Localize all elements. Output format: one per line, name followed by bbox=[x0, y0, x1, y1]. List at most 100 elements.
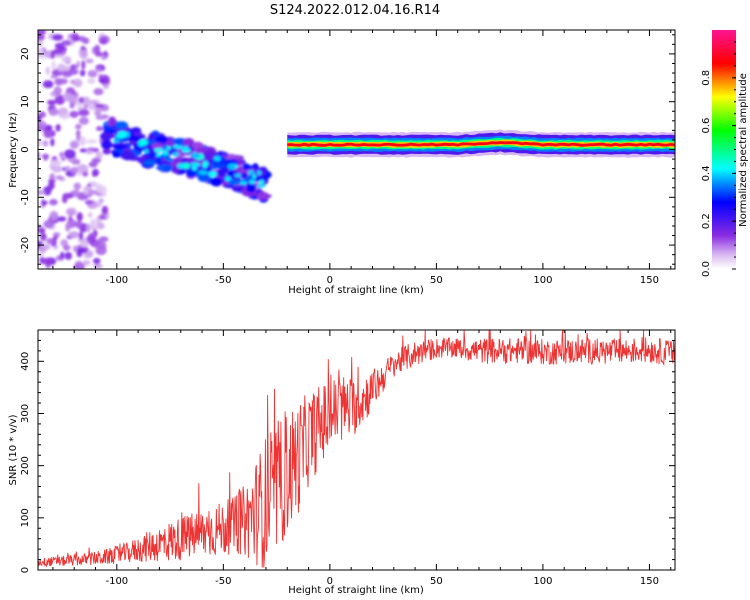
spectrogram-cell bbox=[42, 140, 49, 147]
spectrogram-cell bbox=[46, 99, 57, 106]
spectrogram-cell bbox=[227, 179, 241, 186]
spectrogram-cell bbox=[226, 153, 236, 160]
snr-x-axis: -100 -50 0 50 100 150 bbox=[52, 330, 672, 587]
spectrogram-cell bbox=[68, 216, 73, 221]
spectrogram-cell bbox=[93, 103, 105, 108]
spectrogram-cell bbox=[190, 152, 201, 158]
spectrogram-cell bbox=[87, 103, 96, 109]
spectrogram-cell bbox=[76, 164, 89, 173]
spectrogram-cell bbox=[95, 115, 105, 120]
spectrogram-cell bbox=[99, 39, 108, 45]
spectrogram-cell bbox=[72, 245, 79, 253]
spectrogram-cell bbox=[133, 131, 143, 137]
figure-title: S124.2022.012.04.16.R14 bbox=[270, 3, 440, 18]
spectrogram-cell bbox=[59, 78, 68, 85]
spectrogram-cell bbox=[68, 231, 80, 239]
y-tick-label: 0 bbox=[20, 567, 31, 573]
spectrogram-cell bbox=[60, 156, 66, 162]
spectrogram-cell bbox=[78, 97, 85, 104]
spectrogram-cell bbox=[46, 238, 54, 245]
spectrogram-cell bbox=[38, 189, 46, 196]
spectrogram-cell bbox=[172, 144, 181, 149]
spectrogram-cell bbox=[49, 210, 59, 221]
spectrogram-cell bbox=[202, 150, 216, 161]
spectrogram-cell bbox=[40, 232, 47, 241]
x-tick-label: -50 bbox=[215, 576, 231, 587]
spectrogram-cell bbox=[57, 216, 67, 222]
colorbar-gradient bbox=[712, 30, 736, 269]
spectrogram-cell bbox=[227, 171, 234, 176]
spectrogram-cell bbox=[234, 173, 242, 178]
spectrogram-cell bbox=[41, 200, 48, 206]
spectrogram-cell bbox=[146, 139, 159, 144]
spectrogram-y-label: Frequency (Hz) bbox=[8, 112, 19, 188]
spectrogram-cell bbox=[156, 153, 161, 157]
spectrogram-cell bbox=[129, 140, 136, 146]
spectrogram-cell bbox=[143, 159, 156, 166]
x-tick-label: 50 bbox=[430, 275, 443, 286]
spectrogram-cell bbox=[78, 36, 86, 42]
x-tick-label: -50 bbox=[215, 275, 231, 286]
spectrogram-cell bbox=[48, 178, 56, 183]
snr-y-label: SNR (10 * v/v) bbox=[8, 414, 19, 485]
carrier-band-layer bbox=[287, 141, 675, 147]
spectrogram-cell bbox=[81, 60, 86, 70]
spectrogram-cell bbox=[83, 104, 89, 110]
spectrogram-cell bbox=[47, 181, 55, 190]
spectrogram-cell bbox=[108, 116, 116, 126]
y-tick-label: 10 bbox=[20, 95, 31, 108]
colorbar-tick-label: 0.8 bbox=[701, 70, 712, 86]
spectrogram-cell bbox=[63, 149, 76, 159]
spectrogram-cell bbox=[181, 148, 191, 153]
spectrogram-cell bbox=[87, 189, 95, 196]
x-tick-label: -100 bbox=[105, 576, 128, 587]
spectrogram-cell bbox=[154, 148, 164, 152]
spectrogram-cell bbox=[95, 151, 103, 160]
spectrogram-cell bbox=[95, 126, 104, 132]
y-tick-label: 20 bbox=[20, 48, 31, 61]
spectrogram-cell bbox=[98, 236, 109, 243]
spectrogram-cell bbox=[117, 130, 127, 137]
spectrogram-cell bbox=[182, 162, 191, 169]
spectrogram-cell bbox=[197, 174, 210, 183]
x-tick-label: 100 bbox=[533, 576, 552, 587]
spectrogram-cell bbox=[38, 152, 41, 160]
colorbar-tick-label: 0.2 bbox=[701, 213, 712, 229]
spectrogram-cell bbox=[38, 120, 47, 130]
spectrogram-cell bbox=[43, 153, 48, 162]
x-tick-label: 0 bbox=[327, 275, 333, 286]
spectrogram-cell bbox=[60, 251, 65, 259]
spectrogram-cell bbox=[59, 113, 70, 120]
spectrogram-cell bbox=[80, 240, 89, 248]
spectrogram-cell bbox=[54, 42, 64, 50]
spectrogram-cell bbox=[98, 73, 103, 80]
spectrogram-cell bbox=[185, 168, 197, 178]
spectrogram-cell bbox=[69, 140, 79, 150]
spectrogram-cell bbox=[38, 115, 42, 122]
spectrogram-cell bbox=[95, 245, 107, 256]
spectrogram-cell bbox=[48, 107, 59, 116]
spectrogram-cell bbox=[210, 177, 223, 187]
spectrogram-cell bbox=[42, 80, 54, 89]
spectrogram-cell bbox=[49, 159, 62, 167]
spectrogram-cell bbox=[115, 121, 129, 130]
snr-panel: -100 -50 0 50 100 150 0 100 200 300 400 Height of… bbox=[8, 329, 676, 596]
spectrogram-cell bbox=[76, 131, 81, 142]
spectrogram-cell bbox=[95, 107, 102, 118]
spectrogram-y-axis: -20 -10 0 10 20 bbox=[20, 34, 675, 265]
spectrogram-cell bbox=[70, 79, 76, 85]
spectrogram-cell bbox=[87, 69, 98, 78]
spectrogram-cell bbox=[79, 49, 88, 60]
spectrogram-cell bbox=[93, 147, 100, 153]
spectrogram-cell bbox=[256, 170, 262, 176]
spectrogram-cell bbox=[113, 145, 128, 150]
spectrogram-cell bbox=[57, 63, 66, 72]
spectrogram-cell bbox=[249, 179, 255, 185]
spectrogram-cell bbox=[87, 212, 93, 218]
spectrogram-cell bbox=[89, 219, 96, 229]
y-tick-label: 300 bbox=[20, 404, 31, 423]
spectrogram-cell bbox=[41, 257, 54, 266]
